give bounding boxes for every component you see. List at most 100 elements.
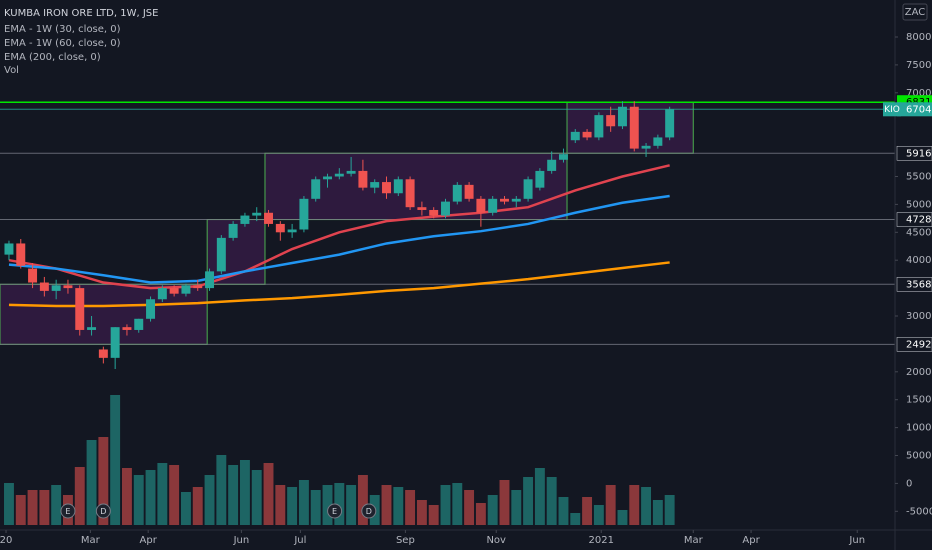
candle-body [240,215,250,224]
candle-body [665,109,675,138]
x-tick-label: Jun [848,535,865,546]
volume-bar [416,500,427,525]
candle-body [75,288,85,330]
candle-body [157,288,167,300]
x-tick-label: Mar [684,535,704,546]
volume-bar [133,475,144,525]
volume-bar [487,495,498,525]
volume-bar [39,490,50,525]
x-tick-label: Apr [140,535,158,546]
volume-bar [357,475,368,525]
price-label-box [896,277,932,292]
candle-body [16,243,26,266]
candle-body [346,170,356,174]
candle-body [193,285,203,289]
candle-body [110,327,120,358]
y-tick-label: 75000 [906,60,932,71]
candle-body [28,268,38,283]
volume-bar [582,497,593,525]
volume-bar [593,505,604,525]
currency-box [902,3,928,21]
volume-bar [346,485,357,525]
volume-bar [428,505,439,525]
event-label: D [100,507,106,516]
candle-body [523,179,533,199]
volume-bar [381,485,392,525]
volume-bar [393,487,404,525]
candle-body [134,318,144,330]
volume-bar [263,463,274,525]
volume-bar [641,487,652,525]
volume-bar [652,500,663,525]
candle-body [606,115,616,127]
candle-body [393,179,403,194]
candle-body [641,145,651,149]
event-marker [327,503,343,519]
volume-bar [275,485,286,525]
x-tick-label: Apr [742,535,760,546]
candle-body [358,170,368,188]
legend-entry: EMA - 1W (30, close, 0) [4,24,121,35]
candle-body [98,349,108,358]
volume-bar [239,460,250,525]
price-label: 67043 [906,104,932,115]
range-box [0,283,208,345]
y-tick-label: 0 [906,478,912,489]
candle-body [570,131,580,141]
symbol-badge [883,102,901,117]
candle-body [452,184,462,202]
volume-bar [452,483,463,525]
y-tick-label: 15000 [906,395,932,406]
candle-body [464,184,474,199]
candle-body [429,209,439,216]
volume-bar [86,440,97,525]
y-tick-label: 30000 [906,311,932,322]
candle-body [264,212,274,224]
ema-line [8,194,670,284]
volume-bar [605,485,616,525]
price-label: 35680 [906,279,932,290]
event-label: E [65,507,70,516]
candle-body [181,285,191,294]
range-box [264,152,568,221]
candle-body [287,229,297,233]
candle-body [653,137,663,146]
x-tick-label: Jun [233,535,250,546]
volume-bar [523,477,534,525]
candle-body [405,179,415,208]
volume-bar [475,503,486,525]
chart-title: KUMBA IRON ORE LTD, 1W, JSE [4,8,158,19]
volume-bar [121,468,132,525]
volume-bar [464,490,475,525]
volume-bar [157,463,168,525]
candle-body [582,131,592,138]
volume-bar [310,490,321,525]
y-tick-label: 45000 [906,227,932,238]
volume-bar [192,487,203,525]
volume-bar [287,487,298,525]
x-tick-label: 20 [0,535,12,546]
candle-body [228,223,238,238]
candle-body [4,243,14,255]
volume-bar [546,477,557,525]
candle-body [594,115,604,138]
volume-bar [74,467,85,525]
candle-body [146,299,156,319]
candle-body [476,198,486,213]
event-marker [60,503,76,519]
y-tick-label: 40000 [906,255,932,266]
candle-body [629,106,639,149]
candle-body [488,198,498,213]
candle-body [252,212,262,216]
volume-bar [664,495,675,525]
ema-line [8,261,670,308]
volume-bar [4,483,14,525]
event-label: E [332,507,337,516]
price-label-box [896,212,932,227]
volume-bar [204,475,215,525]
volume-bar [180,492,191,525]
x-tick-label: Jul [293,535,306,546]
